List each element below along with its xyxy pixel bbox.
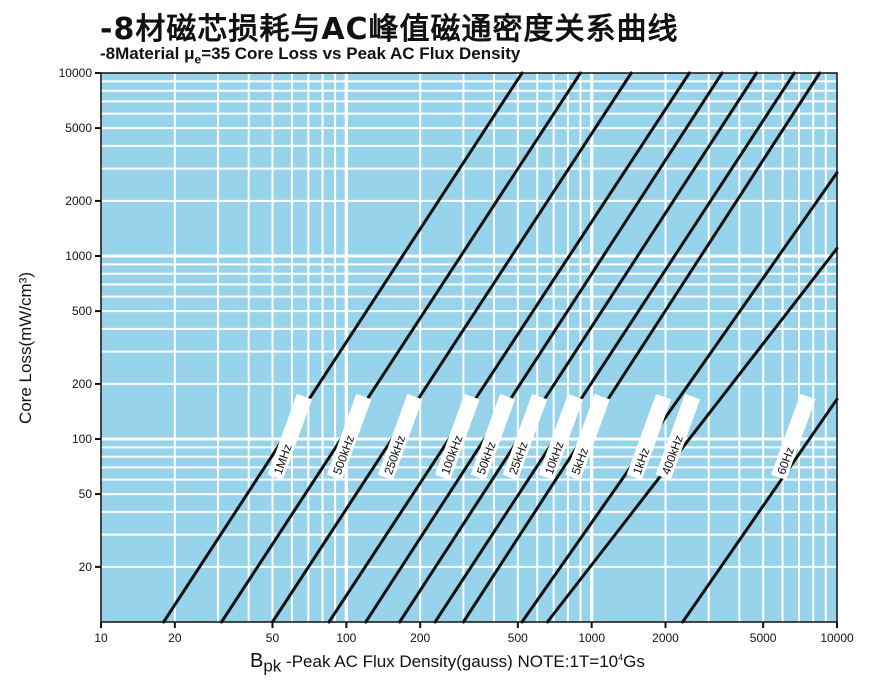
- x-label-unit: Gs: [623, 652, 645, 671]
- plot-frame: [100, 72, 838, 623]
- x-tick-label: 50: [266, 631, 280, 645]
- curve-label-bg: [377, 393, 423, 481]
- curve-100khz: [327, 71, 691, 624]
- curve-5khz: [461, 71, 822, 624]
- x-tick-label: 5000: [750, 631, 777, 645]
- y-tick-label: 500: [72, 304, 92, 318]
- curve-label-bg: [326, 393, 372, 481]
- curve-label-bg: [771, 393, 816, 481]
- chart-title-en: -8Material μe=35 Core Loss vs Peak AC Fl…: [100, 44, 520, 66]
- title-en-mu-sub: e: [194, 52, 202, 67]
- x-tick-label: 10000: [820, 631, 854, 645]
- x-tick-label: 200: [410, 631, 430, 645]
- curve-label-bg: [626, 393, 672, 481]
- y-tick-label: 50: [79, 487, 93, 501]
- curve-label-bg: [538, 393, 584, 481]
- y-tick-label: 2000: [65, 194, 92, 208]
- loss-curves: [162, 71, 839, 624]
- curve-400khz: [545, 246, 839, 624]
- y-axis-label: Core Loss(mW/cm³): [16, 271, 35, 425]
- x-label-text: -Peak AC Flux Density(gauss) NOTE:1T=10: [281, 652, 619, 671]
- curve-250khz: [270, 71, 633, 624]
- chart-title-cn: -8材磁芯损耗与AC峰值磁通密度关系曲线: [100, 12, 679, 47]
- x-label-b-sub: pk: [263, 656, 282, 676]
- y-tick-label: 1000: [65, 249, 92, 263]
- title-en-suffix: =35 Core Loss vs Peak AC Flux Density: [201, 44, 521, 63]
- axis-ticks: 20 50 100 200 500 1000 2000 5000 10000 10 20 50 100 2…: [59, 66, 854, 645]
- x-tick-label: 10: [94, 631, 108, 645]
- curve-label-bg: [565, 393, 610, 481]
- y-tick-label: 20: [79, 560, 93, 574]
- curve-25khz: [398, 71, 759, 624]
- x-tick-label: 2000: [652, 631, 679, 645]
- y-tick-label: 200: [72, 377, 92, 391]
- y-tick-label: 100: [72, 432, 92, 446]
- curve-1mhz: [162, 71, 524, 624]
- y-tick-label: 5000: [65, 121, 92, 135]
- curve-label-bg: [267, 393, 313, 481]
- curve-label-bg: [655, 393, 701, 481]
- grid-lines: [101, 73, 837, 622]
- x-label-b: B: [250, 650, 264, 672]
- title-en-mu: μ: [184, 44, 195, 63]
- curve-10khz: [433, 71, 796, 624]
- curve-label-bg: [502, 393, 548, 481]
- x-label-exp: 4: [618, 652, 624, 663]
- title-en-prefix: -8Material: [100, 44, 185, 63]
- x-tick-label: 1000: [578, 631, 605, 645]
- x-tick-label: 100: [336, 631, 356, 645]
- curve-500khz: [220, 71, 582, 624]
- curve-1khz: [520, 171, 839, 624]
- x-axis-label: Bpk -Peak AC Flux Density(gauss) NOTE:1T…: [250, 650, 645, 676]
- curve-label-bg: [435, 393, 480, 481]
- x-tick-label: 500: [508, 631, 528, 645]
- x-tick-label: 20: [168, 631, 182, 645]
- curve-60hz: [681, 397, 839, 624]
- curve-50khz: [364, 71, 724, 624]
- curve-label-bg: [470, 393, 516, 481]
- y-tick-label: 10000: [59, 66, 93, 80]
